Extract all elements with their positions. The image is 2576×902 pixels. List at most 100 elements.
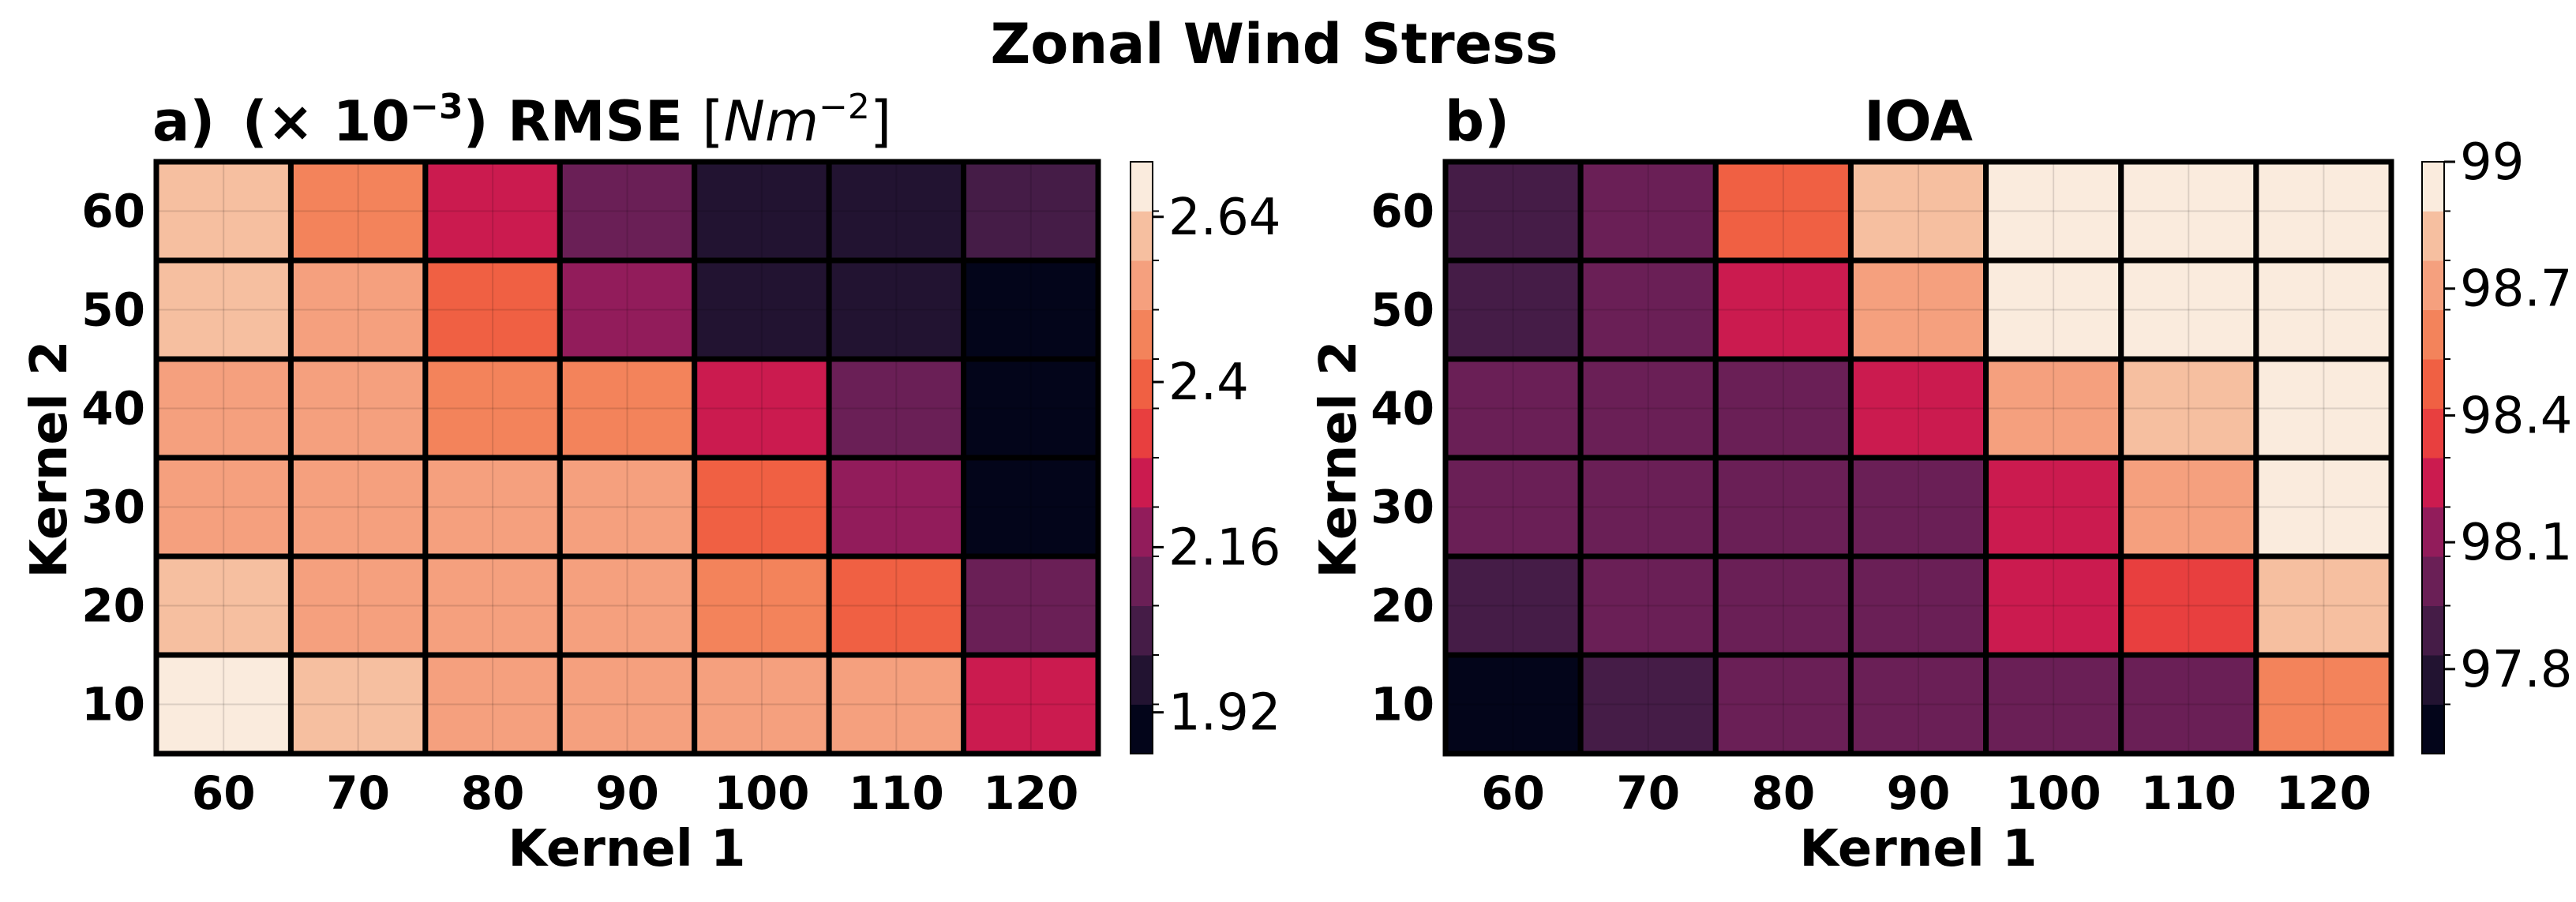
heatmap-cell xyxy=(1983,356,2124,461)
colorbar-segment xyxy=(1131,260,1153,310)
colorbar-segment xyxy=(1131,655,1153,705)
x-tick-label: 60 xyxy=(192,766,256,820)
x-tick-label: 110 xyxy=(849,766,944,820)
panel-a-unit-exp: −2 xyxy=(819,87,870,127)
heatmap-cell xyxy=(153,455,294,560)
heatmap-cell xyxy=(1442,356,1584,461)
colorbar-segment xyxy=(1131,309,1153,360)
panel-a-title-mid: ) RMSE xyxy=(463,89,703,154)
panel-b: b) IOA 60 70 80 90 100 110 120 10 20 30 40 50 60 Ke… xyxy=(1310,89,2573,878)
colorbar-segment xyxy=(1131,704,1153,754)
heatmap-cell xyxy=(2118,652,2259,757)
heatmap-cell xyxy=(287,553,429,658)
x-tick-label: 60 xyxy=(1481,766,1545,820)
heatmap-cell xyxy=(961,356,1101,461)
heatmap-cell xyxy=(1983,159,2124,264)
colorbar-segment xyxy=(2422,605,2444,656)
colorbar-segment xyxy=(1131,162,1153,211)
heatmap-cell xyxy=(1983,455,2124,560)
colorbar-segment xyxy=(2422,162,2444,211)
heatmap-cell xyxy=(1712,652,1854,757)
heatmap-cell xyxy=(1983,652,2124,757)
colorbar-segment xyxy=(1131,507,1153,557)
panel-b-label: b) xyxy=(1445,89,1509,154)
colorbar-tick-label: 98.1 xyxy=(2460,514,2573,572)
heatmap-cell xyxy=(1712,159,1854,264)
heatmap-a xyxy=(153,159,1101,757)
y-tick-label: 30 xyxy=(81,481,145,534)
colorbar-segment xyxy=(1131,605,1153,656)
colorbar-segment xyxy=(1131,359,1153,409)
colorbar-tick-label: 97.8 xyxy=(2460,641,2573,699)
heatmap-cell xyxy=(2118,455,2259,560)
colorbar-segment xyxy=(2422,211,2444,261)
colorbar-tick-label: 1.92 xyxy=(1168,684,1281,743)
heatmap-cell xyxy=(692,257,832,362)
x-tick-label: 80 xyxy=(461,766,525,820)
colorbar-segment xyxy=(2422,309,2444,360)
heatmap-cell xyxy=(422,455,563,560)
colorbar-segment xyxy=(1131,408,1153,458)
heatmap-cell xyxy=(2253,356,2394,461)
colorbar-tick-label: 2.4 xyxy=(1168,354,1249,412)
panel-a-unit-open: [ xyxy=(702,89,723,154)
x-tick-label: 100 xyxy=(2006,766,2102,820)
colorbar-segment xyxy=(1131,458,1153,507)
heatmap-cell xyxy=(287,257,429,362)
colorbar-b: 97.8 98.1 98.4 98.7 99 xyxy=(2421,133,2573,754)
heatmap-cell xyxy=(1442,652,1584,757)
colorbar-segment xyxy=(2422,655,2444,705)
heatmap-cell xyxy=(1442,257,1584,362)
panel-a-title-prefix: (× 10 xyxy=(242,89,410,154)
heatmap-cell xyxy=(153,257,294,362)
y-tick-label: 10 xyxy=(81,678,145,732)
heatmap-cell xyxy=(1847,159,1989,264)
x-tick-label: 70 xyxy=(326,766,390,820)
y-axis-label-a: Kernel 2 xyxy=(21,340,79,578)
colorbar-segment xyxy=(2422,260,2444,310)
heatmap-cell xyxy=(1847,356,1989,461)
colorbar-tick-label: 2.64 xyxy=(1168,189,1281,247)
heatmap-cell xyxy=(557,553,698,658)
y-tick-label: 60 xyxy=(81,185,145,238)
x-tick-label: 120 xyxy=(983,766,1078,820)
y-tick-labels-b: 10 20 30 40 50 60 xyxy=(1370,185,1434,732)
colorbar-segment xyxy=(2422,359,2444,409)
panel-b-title: IOA xyxy=(1864,89,1973,154)
x-tick-label: 100 xyxy=(714,766,809,820)
panel-a: a) (× 10−3) RMSE [Nm−2] 60 70 80 90 100 110 12… xyxy=(21,87,1281,878)
panel-a-unit-close: ] xyxy=(870,89,891,154)
colorbar-segment xyxy=(2422,556,2444,606)
x-tick-label: 80 xyxy=(1751,766,1815,820)
x-axis-label-a: Kernel 1 xyxy=(508,820,745,878)
colorbar-segment xyxy=(1131,211,1153,261)
heatmap-cell xyxy=(422,159,563,264)
heatmap-cell xyxy=(692,455,832,560)
colorbar-a: 1.92 2.16 2.4 2.64 xyxy=(1130,161,1281,754)
x-axis-label-b: Kernel 1 xyxy=(1799,820,2037,878)
x-tick-label: 120 xyxy=(2276,766,2372,820)
x-tick-label: 90 xyxy=(595,766,659,820)
heatmap-cell xyxy=(422,553,563,658)
heatmap-cell xyxy=(961,553,1101,658)
panel-a-unit-base: Nm xyxy=(724,89,819,154)
colorbar-tick-label: 99 xyxy=(2460,133,2524,192)
heatmap-cell xyxy=(961,652,1101,757)
heatmap-cell xyxy=(826,652,967,757)
y-tick-labels-a: 10 20 30 40 50 60 xyxy=(81,185,145,732)
y-tick-label: 10 xyxy=(1370,678,1434,732)
heatmap-cell xyxy=(1847,553,1989,658)
y-tick-label: 50 xyxy=(81,283,145,337)
colorbar-tick-label: 2.16 xyxy=(1168,518,1281,577)
figure-title: Zonal Wind Stress xyxy=(990,12,1558,77)
colorbar-segment xyxy=(2422,507,2444,557)
x-tick-labels-b: 60 70 80 90 100 110 120 xyxy=(1481,766,2372,820)
y-tick-label: 20 xyxy=(81,579,145,633)
heatmap-cell xyxy=(1577,652,1719,757)
colorbar-segment xyxy=(1131,556,1153,606)
panel-a-label: a) xyxy=(152,89,215,154)
heatmap-cell xyxy=(961,455,1101,560)
heatmap-cell xyxy=(1712,553,1854,658)
y-tick-label: 40 xyxy=(81,382,145,436)
heatmap-cell xyxy=(961,159,1101,264)
